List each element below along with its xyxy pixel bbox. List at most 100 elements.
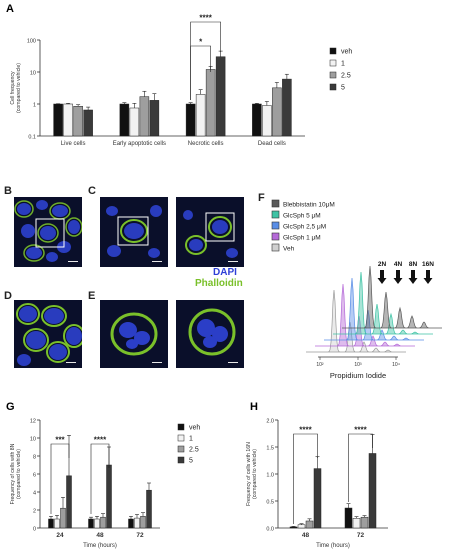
significance-label: *	[199, 38, 203, 47]
bar	[195, 94, 206, 137]
x-tick-label: 24	[56, 532, 64, 539]
y-tick-label: 4	[33, 491, 36, 497]
bar	[205, 69, 216, 137]
microscopy-image-c2	[176, 197, 244, 267]
panel-label-b: B	[4, 185, 12, 197]
x-tick-label: Dead cells	[258, 141, 286, 147]
legend-label: 1	[341, 61, 345, 68]
bar	[252, 103, 262, 137]
bar	[88, 518, 94, 529]
panel-a: A 0.1 1 10 100 Cell frequency(compared to veh…	[0, 0, 461, 175]
y-tick-label: 10	[30, 437, 36, 443]
y-tick-label: 12	[30, 419, 36, 425]
y-axis-label: Cell frequency(compared to vehicle)	[10, 63, 22, 113]
bar	[48, 518, 54, 529]
bar	[282, 78, 292, 137]
bar	[146, 489, 152, 529]
panel-g: G 0 2 4 6 8 10 12 Frequency of cells with 8N(com…	[0, 398, 230, 550]
microscopy-section: B C D E	[0, 185, 290, 375]
flow-legend-swatch	[271, 210, 280, 219]
panel-label-d: D	[4, 290, 12, 302]
significance-bracket	[348, 433, 373, 502]
y-tick-label: 0.1	[28, 135, 36, 141]
y-tick-label: 2	[33, 509, 36, 515]
bar	[352, 518, 361, 529]
flow-legend-swatch	[271, 243, 280, 252]
y-tick-label: 10	[30, 71, 36, 77]
bar	[106, 464, 112, 529]
flow-x-axis-label: Propidium Iodide	[330, 371, 386, 380]
y-tick-label: 2.0	[266, 419, 274, 425]
legend-swatch	[177, 434, 185, 442]
y-tick-label: 0	[33, 527, 36, 533]
bar	[215, 56, 226, 137]
legend-swatch	[329, 59, 337, 67]
y-tick-label: 1	[33, 103, 36, 109]
legend-swatch	[329, 71, 337, 79]
x-tick-label: 48	[96, 532, 104, 539]
bar	[289, 526, 298, 529]
bar	[368, 453, 377, 529]
bar	[149, 100, 160, 137]
y-tick-label: 0.0	[266, 527, 274, 533]
flow-histogram: Blebbistatin 10μM GlcSph 5 μM GlcSph 2,5 μ…	[271, 199, 442, 380]
ploidy-arrow	[423, 270, 433, 284]
x-axis-label: Time (hours)	[83, 543, 117, 549]
x-tick-label: 48	[302, 532, 310, 539]
y-tick-label: 100	[27, 39, 36, 45]
x-axis-label: Time (hours)	[316, 543, 350, 549]
bar	[66, 475, 72, 529]
legend-swatch	[177, 445, 185, 453]
y-tick-label: 8	[33, 455, 36, 461]
x-tick-label: 72	[136, 532, 144, 539]
legend-label: 5	[341, 85, 345, 92]
panel-label-c: C	[88, 185, 96, 197]
panel-label-e: E	[88, 290, 96, 302]
bar	[73, 106, 83, 137]
bar	[272, 87, 282, 137]
bar	[83, 109, 93, 137]
y-tick-label: 0.5	[266, 500, 274, 506]
panel-label-f: F	[258, 192, 265, 204]
flow-histogram-trace	[342, 265, 442, 329]
bar	[305, 520, 314, 529]
bar	[139, 96, 150, 137]
flow-legend-label: Blebbistatin 10μM	[283, 202, 335, 209]
ploidy-label: 8N	[409, 261, 418, 268]
legend-swatch	[329, 47, 337, 55]
bar	[185, 103, 196, 137]
flow-histogram-trace	[306, 289, 406, 353]
significance-label: ****	[354, 426, 367, 435]
flow-legend-swatch	[271, 221, 280, 230]
bar	[134, 517, 140, 529]
legend-swatch	[177, 423, 185, 431]
y-tick-label: 1.0	[266, 473, 274, 479]
ploidy-label: 4N	[394, 261, 403, 268]
chart-a: A 0.1 1 10 100 Cell frequency(compared to veh…	[6, 3, 352, 147]
ploidy-arrow	[393, 270, 403, 284]
significance-bracket	[90, 443, 110, 514]
legend-label: 2.5	[341, 73, 351, 80]
legend-label: 5	[189, 458, 193, 465]
legend-label: 2.5	[189, 447, 199, 454]
panel-label-a: A	[6, 3, 14, 15]
ploidy-arrow	[377, 270, 387, 284]
significance-bracket	[293, 433, 318, 524]
bar	[94, 518, 100, 529]
flow-histogram-trace	[333, 271, 433, 335]
flow-x-tick-label: 10²	[316, 362, 324, 368]
flow-x-tick-label: 10³	[354, 362, 362, 368]
microscopy-image-b	[14, 197, 82, 267]
flow-legend-label: GlcSph 2,5 μM	[283, 224, 326, 231]
legend-swatch	[177, 456, 185, 464]
chart-h: H 0.0 0.5 1.0 1.5 2.0 Frequency of cells with …	[246, 401, 388, 549]
legend-label: veh	[189, 425, 200, 432]
y-tick-label: 6	[33, 473, 36, 479]
significance-bracket	[50, 443, 70, 514]
bar	[53, 103, 63, 137]
legend-label: veh	[341, 49, 352, 56]
bar	[100, 516, 106, 529]
legend-swatch	[329, 83, 337, 91]
stain-phalloidin: Phalloidin	[195, 278, 243, 289]
